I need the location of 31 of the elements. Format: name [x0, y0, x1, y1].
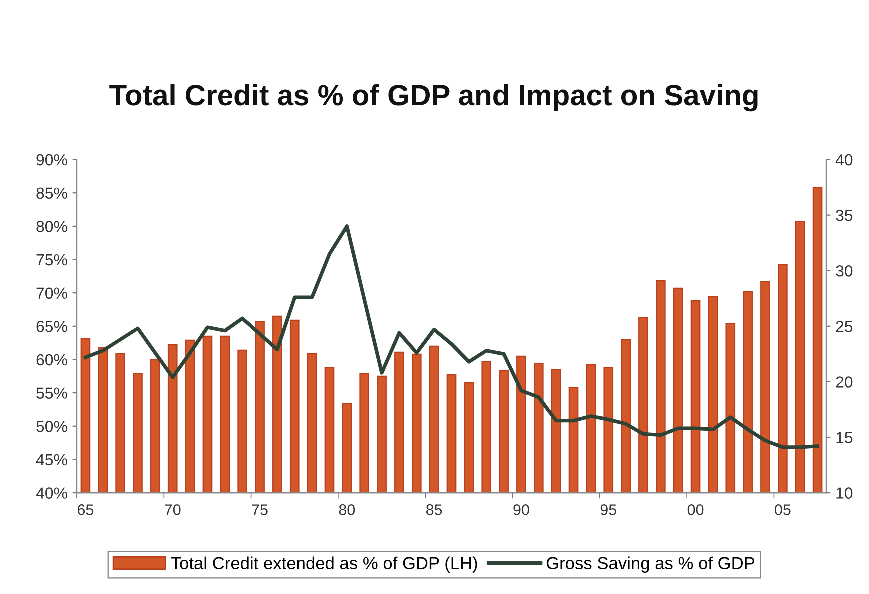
y-tick-label: 65%	[36, 321, 68, 332]
legend-label: Total Credit extended as % of GDP (LH)	[171, 556, 478, 573]
y2-tick-label: 40	[836, 154, 853, 166]
x-tick-label: 85	[426, 504, 442, 516]
y2-tick-label: 30	[836, 266, 853, 277]
y-tick-label: 50%	[36, 421, 68, 432]
y-tick-label: 45%	[36, 454, 68, 466]
x-tick-label: 65	[78, 504, 94, 516]
legend-label: Gross Saving as % of GDP	[546, 556, 755, 573]
y2-tick-label: 10	[836, 488, 853, 499]
x-tick-label: 70	[165, 504, 181, 516]
y2-tick-label: 20	[836, 376, 853, 388]
y-tick-label: 55%	[36, 388, 68, 399]
y-tick-label: 75%	[36, 254, 68, 266]
x-tick-label: 90	[514, 504, 530, 516]
y-tick-label: 70%	[36, 288, 68, 300]
y-tick-label: 80%	[36, 221, 68, 232]
y2-tick-label: 15	[836, 432, 853, 444]
y2-tick-label: 25	[836, 321, 853, 332]
line-series	[84, 224, 820, 450]
x-tick-label: 80	[339, 504, 356, 516]
y-tick-label: 90%	[36, 154, 68, 166]
y-tick-label: 85%	[36, 188, 68, 200]
y-tick-label: 40%	[36, 488, 68, 499]
chart-title: Total Credit as % of GDP and Impact on Saving	[110, 84, 758, 112]
y2-tick-label: 35	[836, 210, 853, 222]
x-tick-label: 75	[252, 504, 268, 516]
x-tick-label: 95	[600, 504, 616, 516]
x-tick-label: 00	[688, 504, 704, 516]
x-tick-label: 05	[775, 504, 791, 516]
y-tick-label: 60%	[36, 354, 68, 366]
